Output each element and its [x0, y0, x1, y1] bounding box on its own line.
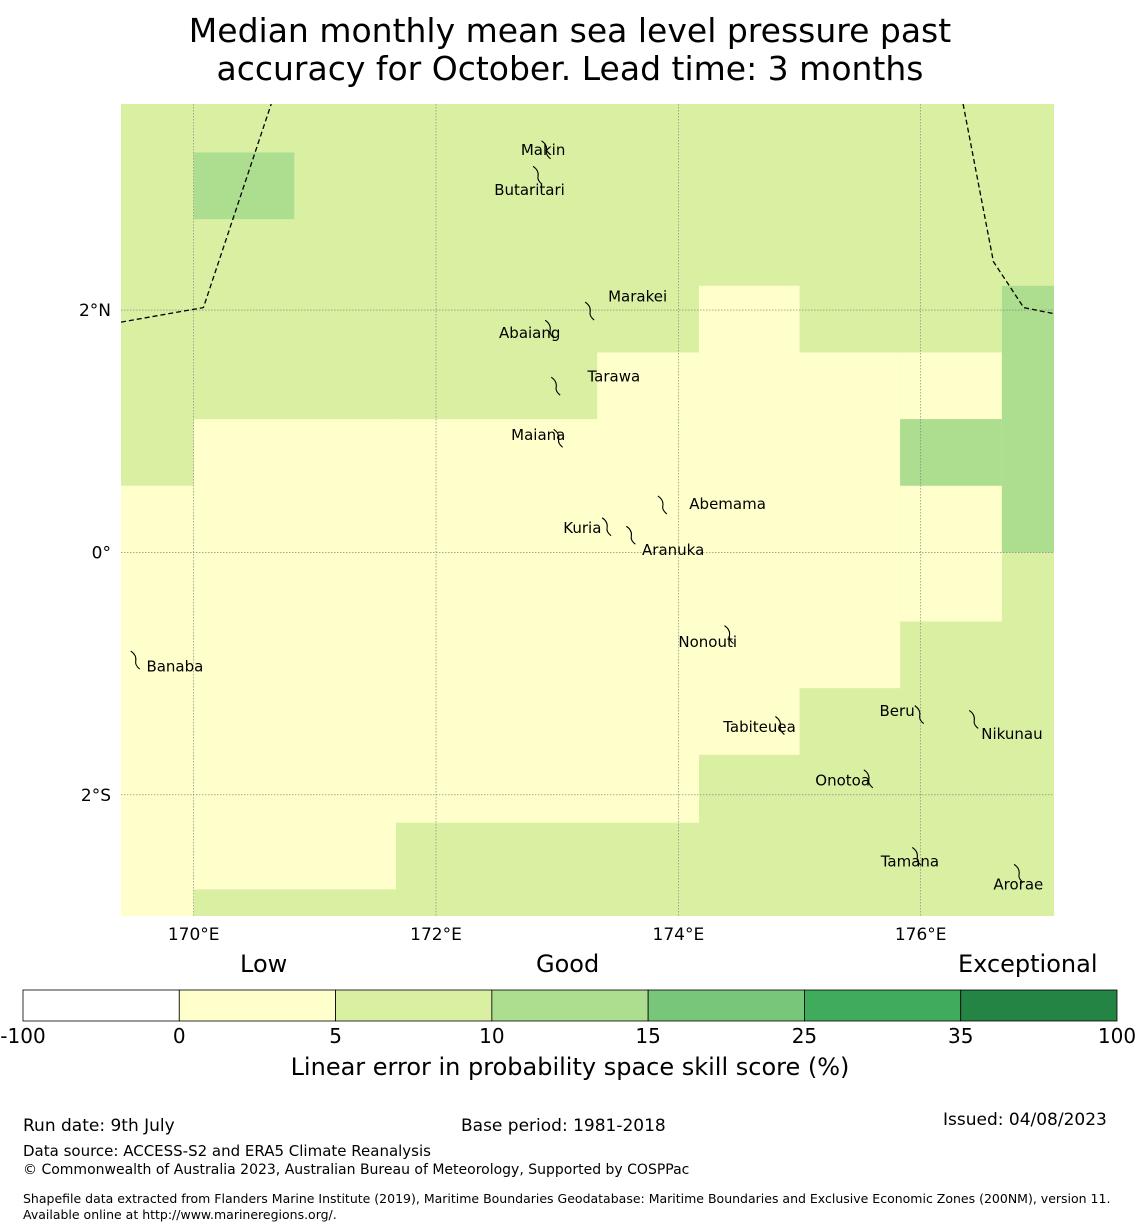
colorbar-bin: [647, 989, 805, 1022]
island-outline: [584, 301, 595, 321]
map-layer: Makin Butaritari Marakei Abaiang Tarawa Maian…: [79, 104, 1054, 945]
island-outline: [601, 517, 612, 537]
colorbar-tick-label: -100: [0, 1024, 46, 1048]
island-label: Beru: [880, 702, 915, 720]
run-date: Run date: 9th July: [23, 1116, 175, 1136]
colorbar-label: Linear error in probability space skill …: [290, 1053, 850, 1081]
eez-boundary-east: [962, 104, 1054, 315]
island-label: Nikunau: [981, 725, 1042, 743]
island-label: Nonouti: [678, 633, 737, 651]
colorbar-bin: [335, 989, 493, 1022]
colorbar-word: Low: [240, 950, 288, 978]
island-outline: [863, 769, 874, 789]
island-outline: [130, 650, 141, 670]
island-outline: [968, 709, 979, 729]
colorbar-bin: [491, 989, 649, 1022]
skill-cell-low: [396, 419, 699, 823]
skill-cell-low: [121, 485, 194, 916]
colorbar-tick-label: 5: [329, 1024, 342, 1048]
island-outline: [657, 495, 668, 515]
colorbar-bin: [22, 989, 180, 1022]
y-tick-label: 2°S: [81, 786, 111, 806]
x-tick-label: 174°E: [653, 925, 705, 945]
colorbar-tick-label: 0: [172, 1024, 186, 1048]
skill-cell-low: [698, 285, 800, 755]
skill-cell-low: [900, 352, 1002, 622]
island-label: Marakei: [608, 288, 667, 306]
island-label: Maiana: [511, 426, 565, 444]
colorbar-word: Good: [536, 950, 600, 978]
x-tick-label: 172°E: [410, 925, 462, 945]
island-outline: [541, 140, 551, 160]
island-label: Makin: [521, 141, 566, 159]
island-label: Butaritari: [494, 181, 565, 199]
x-tick-label: 176°E: [895, 925, 947, 945]
island-outline: [532, 165, 543, 185]
colorbar-word: Exceptional: [958, 950, 1098, 978]
colorbar-bin: [804, 989, 962, 1022]
x-tick-label: 170°E: [168, 925, 220, 945]
island-outline: [914, 705, 925, 725]
shapefile-credit: Shapefile data extracted from Flanders M…: [23, 1191, 1111, 1222]
colorbar-tick-label: 15: [635, 1024, 661, 1048]
copyright: © Commonwealth of Australia 2023, Austra…: [23, 1162, 690, 1178]
island-outline: [550, 376, 561, 396]
map-title: Median monthly mean sea level pressure p…: [0, 12, 1140, 88]
skill-cell-low: [193, 419, 397, 890]
y-tick-label: 0°: [92, 543, 111, 563]
island-label: Tamana: [880, 852, 939, 870]
colorbar-tick-label: 25: [791, 1024, 818, 1048]
island-outline: [1013, 863, 1024, 883]
eez-boundary-west: [121, 104, 272, 323]
skill-cell-better: [900, 419, 1002, 486]
island-outline: [724, 625, 734, 645]
skill-cell-low: [799, 352, 901, 689]
colorbar-tick-label: 10: [479, 1024, 505, 1048]
island-outline: [553, 428, 563, 448]
island-label: Aranuka: [642, 541, 704, 559]
island-label: Onotoa: [815, 771, 870, 789]
issued-date: Issued: 04/08/2023: [943, 1110, 1107, 1130]
colorbar-bin: [960, 989, 1118, 1022]
island-outline: [626, 525, 636, 545]
skill-cell-better: [1001, 285, 1054, 553]
island-outline: [775, 716, 785, 735]
title-line-1: Median monthly mean sea level pressure p…: [188, 11, 952, 50]
skill-cell-low: [597, 352, 699, 420]
colorbar-tick-label: 35: [947, 1024, 974, 1048]
island-label: Abaiang: [499, 324, 560, 342]
island-outline: [911, 846, 922, 866]
colorbar-bin: [178, 989, 336, 1022]
y-tick-label: 2°N: [79, 301, 111, 321]
island-label: Tarawa: [587, 368, 641, 386]
island-label: Kuria: [563, 519, 601, 537]
island-label: Abemama: [689, 495, 766, 513]
colorbar-tick-label: 100: [1097, 1024, 1137, 1048]
colorbar: [22, 989, 1118, 1022]
data-source: Data source: ACCESS-S2 and ERA5 Climate …: [23, 1142, 431, 1160]
base-period: Base period: 1981-2018: [461, 1116, 666, 1136]
island-label: Arorae: [993, 875, 1043, 893]
island-outline: [544, 319, 555, 339]
map-field: Makin Butaritari Marakei Abaiang Tarawa Maian…: [121, 104, 1054, 916]
island-label: Banaba: [146, 657, 203, 675]
title-line-2: accuracy for October. Lead time: 3 month…: [216, 49, 924, 88]
island-label: Tabiteuea: [722, 718, 796, 736]
